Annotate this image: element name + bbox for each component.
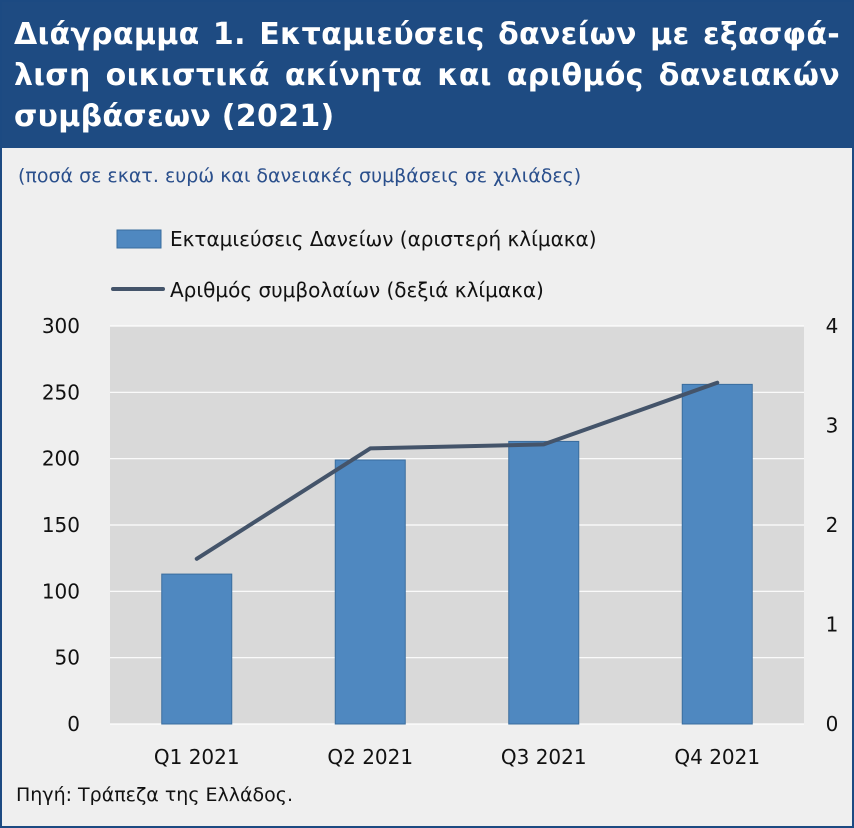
chart-title-line-2: λιση οικιστικά ακίνητα και αριθμός δανει… (14, 58, 840, 93)
bar-q3-2021 (508, 440, 580, 725)
left-axis-tick: 0 (67, 712, 80, 736)
x-axis-tick: Q2 2021 (327, 745, 413, 769)
right-axis-tick: 3 (826, 414, 839, 438)
bar-q1-2021 (161, 573, 233, 725)
right-axis-tick: 1 (826, 613, 839, 637)
bar-q4-2021 (681, 383, 753, 725)
legend-label-bars: Εκταμιεύσεις Δανείων (αριστερή κλίμακα) (170, 227, 597, 251)
left-axis-tick: 200 (42, 447, 80, 471)
series-line-contracts (194, 380, 720, 561)
x-axis-tick: Q4 2021 (674, 745, 760, 769)
bar-q2-2021 (334, 459, 406, 725)
combo-chart: 0 50 100 150 200 250 300 0 1 2 3 4 Q1 2021 Q2 2021 Q… (42, 227, 839, 769)
left-axis-tick: 150 (42, 513, 80, 537)
x-axis-tick: Q3 2021 (501, 745, 587, 769)
right-axis-tick: 0 (826, 712, 839, 736)
chart-title-line-3: συμβάσεων (2021) (14, 99, 335, 134)
chart-subtitle: (ποσά σε εκατ. ευρώ και δανειακές συμβάσ… (18, 165, 582, 187)
legend-label-line: Αριθμός συμβολαίων (δεξιά κλίμακα) (170, 278, 544, 302)
chart-title-line-1: Διάγραμμα 1. Εκταμιεύσεις δανείων με εξα… (14, 17, 840, 52)
left-axis-tick: 50 (55, 646, 80, 670)
legend-swatch-bars (116, 229, 162, 249)
title-bar: Διάγραμμα 1. Εκταμιεύσεις δανείων με εξα… (2, 2, 852, 148)
right-axis-tick: 4 (826, 314, 839, 338)
left-axis-tick: 250 (42, 380, 80, 404)
x-axis-tick: Q1 2021 (154, 745, 240, 769)
left-axis-tick: 100 (42, 579, 80, 603)
left-axis-tick: 300 (42, 314, 80, 338)
right-axis-tick: 2 (826, 513, 839, 537)
source-note: Πηγή: Τράπεζα της Ελλάδος. (16, 784, 293, 806)
